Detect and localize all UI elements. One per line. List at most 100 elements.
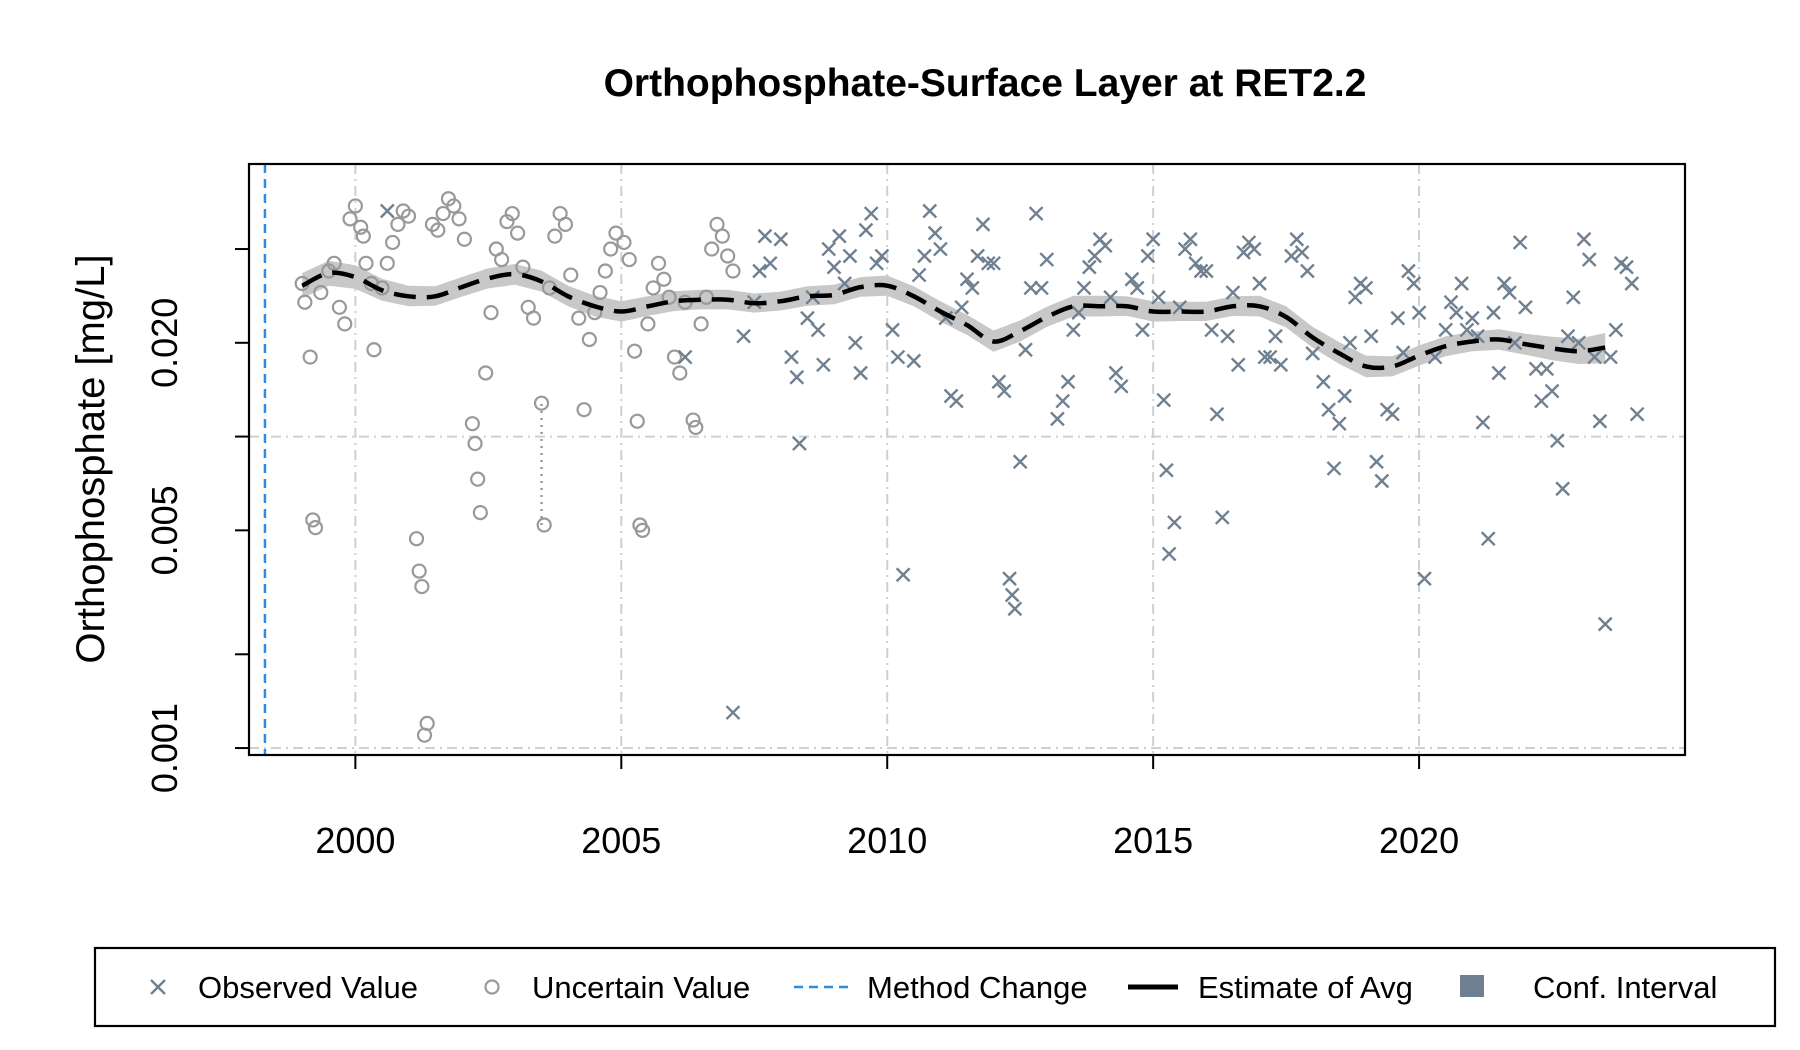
observed-point — [1193, 263, 1209, 279]
observed-point — [1230, 357, 1246, 373]
x-axis: 2000 2005 2010 2015 2020 — [315, 754, 1459, 861]
observed-point — [1257, 349, 1273, 365]
uncertain-point — [685, 412, 701, 428]
legend-conf-interval-icon — [1460, 975, 1484, 997]
uncertain-point — [464, 416, 480, 432]
observed-point — [959, 271, 975, 287]
observed-point — [954, 299, 970, 315]
observed-point — [1587, 349, 1602, 365]
observed-point — [1417, 571, 1432, 586]
observed-point — [847, 335, 863, 351]
y-tick-label: 0.001 — [144, 703, 185, 793]
uncertain-point — [571, 310, 587, 326]
uncertain-point — [621, 251, 637, 268]
uncertain-point — [720, 248, 736, 264]
uncertain-point — [347, 198, 363, 214]
observed-point — [1161, 546, 1177, 562]
uncertain-points — [294, 191, 741, 743]
observed-point — [1108, 365, 1124, 381]
observed-point — [1129, 280, 1145, 296]
uncertain-point — [446, 198, 462, 214]
uncertain-point — [626, 343, 643, 359]
observed-point — [1097, 238, 1113, 254]
uncertain-point — [714, 228, 730, 244]
observed-point — [773, 231, 789, 247]
observed-point — [1518, 299, 1533, 315]
observed-points — [379, 203, 1645, 720]
observed-point — [1555, 481, 1571, 497]
uncertain-point — [305, 512, 321, 528]
observed-point — [1140, 248, 1156, 264]
observed-point — [1113, 378, 1129, 394]
observed-point — [832, 228, 847, 244]
observed-point — [1252, 276, 1267, 291]
observed-point — [1284, 248, 1299, 264]
observed-point — [1544, 383, 1560, 399]
observed-point — [677, 349, 693, 365]
observed-point — [1411, 305, 1427, 320]
uncertain-point — [634, 522, 651, 538]
observed-point — [1629, 406, 1645, 422]
observed-point — [1145, 231, 1161, 247]
uncertain-point — [331, 299, 348, 315]
y-tick-label: 0.020 — [144, 298, 185, 388]
observed-point — [1528, 361, 1544, 377]
legend-label: Method Change — [867, 970, 1088, 1005]
observed-point — [1273, 357, 1289, 373]
observed-point — [1491, 365, 1507, 381]
uncertain-point — [693, 316, 709, 332]
observed-point — [1214, 510, 1230, 525]
observed-point — [1581, 252, 1597, 267]
uncertain-point — [629, 413, 645, 429]
observed-point — [842, 248, 858, 264]
observed-point — [1220, 328, 1235, 344]
uncertain-point — [616, 234, 632, 251]
observed-point — [1597, 616, 1613, 632]
uncertain-point — [297, 294, 313, 310]
observed-point — [1395, 345, 1411, 360]
observed-point — [1619, 259, 1634, 275]
observed-point — [1576, 231, 1592, 247]
observed-point — [816, 357, 831, 373]
observed-point — [1603, 349, 1618, 365]
uncertain-point — [688, 419, 704, 436]
uncertain-point — [342, 211, 358, 227]
observed-point — [980, 255, 996, 271]
observed-point — [890, 349, 906, 365]
observed-point — [837, 276, 853, 291]
observed-point — [1188, 255, 1204, 271]
uncertain-point — [313, 284, 329, 301]
uncertain-point — [509, 225, 526, 241]
uncertain-point — [353, 219, 369, 235]
observed-point — [1448, 305, 1464, 320]
observed-point — [1209, 406, 1225, 422]
observed-point — [757, 228, 773, 244]
uncertain-point — [563, 267, 579, 283]
observed-point — [911, 267, 927, 283]
observed-point — [800, 310, 815, 326]
uncertain-point — [494, 251, 510, 268]
observed-point — [725, 705, 741, 720]
uncertain-point — [533, 395, 550, 411]
uncertain-point — [414, 578, 430, 595]
uncertain-point — [456, 231, 472, 247]
x-tick-label: 2015 — [1113, 820, 1193, 861]
plot-frame — [247, 162, 1687, 757]
uncertain-point — [411, 563, 427, 579]
observed-point — [1624, 276, 1640, 291]
observed-point — [1055, 393, 1071, 409]
observed-point — [949, 393, 964, 409]
uncertain-point — [390, 216, 406, 232]
observed-point — [996, 383, 1012, 399]
observed-point — [1183, 231, 1198, 247]
observed-point — [752, 263, 767, 279]
observed-point — [1374, 473, 1390, 489]
observed-point — [1496, 276, 1512, 291]
observed-point — [1464, 310, 1480, 326]
uncertain-point — [666, 349, 683, 365]
observed-point — [736, 328, 751, 344]
uncertain-point — [307, 520, 324, 536]
observed-point — [1443, 294, 1459, 310]
uncertain-point — [337, 316, 353, 332]
observed-point — [1246, 241, 1262, 257]
